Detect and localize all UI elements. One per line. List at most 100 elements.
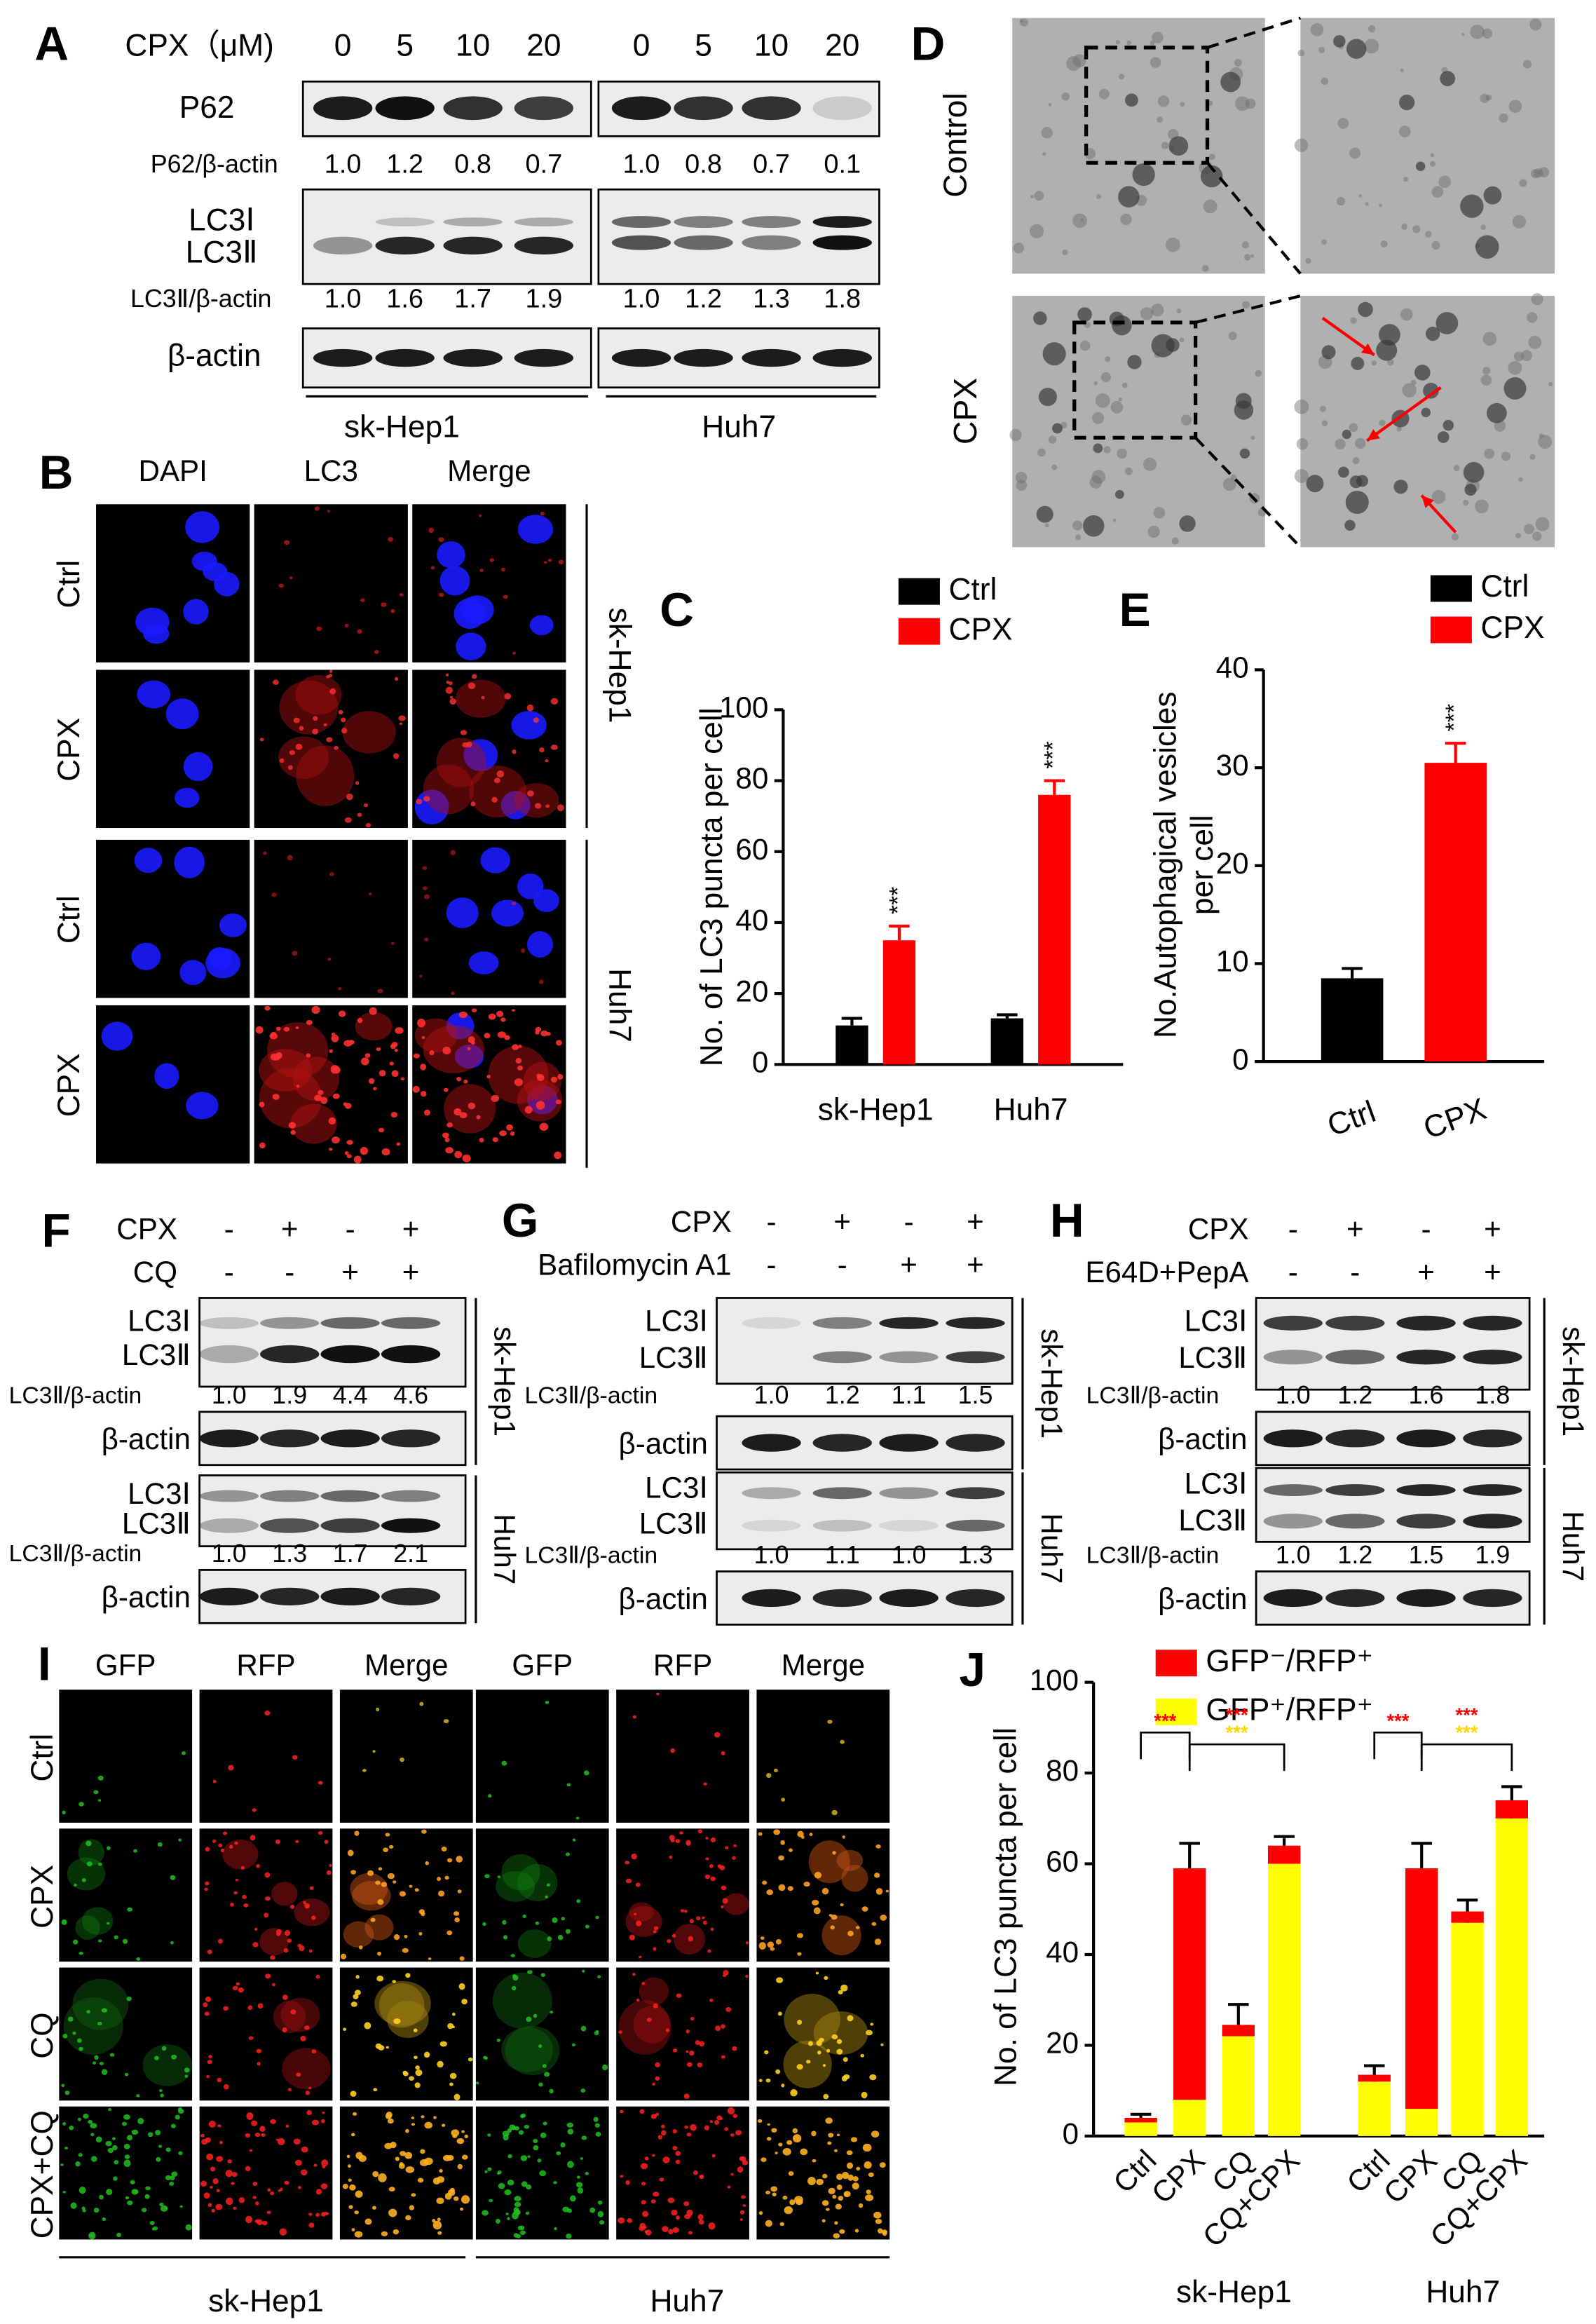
micrograph-spot: [504, 1035, 510, 1040]
micrograph-spot: [831, 2034, 838, 2039]
micrograph-spot: [131, 942, 161, 970]
micrograph-spot: [672, 2145, 678, 2151]
micrograph-spot: [262, 851, 267, 855]
micrograph-spot: [305, 2091, 311, 2095]
micrograph-spot: [97, 1939, 102, 1943]
micrograph-spot: [93, 2208, 100, 2213]
micrograph-spot: [341, 728, 348, 734]
micrograph-spot: [655, 2062, 661, 2067]
micrograph-spot: [405, 1973, 411, 1978]
micrograph-spot: [106, 1922, 110, 1925]
band: [199, 1587, 259, 1605]
label: 10: [456, 29, 490, 63]
em-texture: [1140, 307, 1154, 320]
micrograph-spot: [200, 2133, 205, 2138]
arrow-head: [1361, 343, 1375, 355]
micrograph-spot: [256, 1863, 260, 1868]
label: Huh7: [702, 409, 776, 444]
micrograph-spot: [300, 2035, 306, 2041]
micrograph-spot: [432, 2219, 436, 2223]
micrograph-spot: [492, 1137, 498, 1143]
band: [199, 1490, 259, 1502]
micrograph-spot: [773, 1768, 778, 1773]
micrograph-spot: [101, 1021, 133, 1051]
band: [381, 1317, 441, 1329]
micrograph-spot: [154, 2055, 159, 2060]
micrograph-spot: [255, 1026, 264, 1034]
micrograph-spot: [675, 2151, 681, 2156]
micrograph-spot: [511, 901, 517, 906]
micrograph-spot: [825, 2117, 833, 2124]
arrow-head: [1367, 428, 1380, 441]
micrograph-spot: [444, 1087, 449, 1092]
micrograph-spot: [812, 1899, 819, 1905]
micrograph-spot: [780, 1840, 785, 1845]
micrograph-spot: [242, 1894, 247, 1899]
micrograph-spot: [256, 2048, 262, 2053]
micrograph-spot: [544, 2072, 550, 2077]
micrograph-spot: [432, 2177, 441, 2185]
micrograph-spot: [212, 2178, 219, 2184]
micrograph-spot: [394, 1048, 398, 1052]
micrograph-spot: [157, 1842, 163, 1847]
micrograph-spot: [170, 1941, 174, 1945]
micrograph-spot: [491, 796, 498, 803]
micrograph-spot: [501, 1760, 507, 1766]
micrograph-spot: [828, 1914, 833, 1917]
label: 1.9: [272, 1381, 307, 1409]
micrograph-spot: [538, 2044, 543, 2048]
micrograph-spot: [247, 2005, 253, 2010]
em-texture: [1508, 100, 1522, 114]
micrograph-spot: [341, 717, 346, 723]
micrograph-spot: [69, 2125, 74, 2131]
micrograph-spot: [420, 1091, 427, 1097]
micrograph-spot: [313, 2163, 318, 2167]
label: -: [224, 1213, 234, 1246]
em-texture: [1463, 499, 1469, 506]
bar-segment: [1173, 1868, 1206, 2100]
micrograph-spot: [503, 594, 508, 599]
micrograph-spot: [632, 1972, 636, 1976]
micrograph-spot: [329, 872, 334, 876]
micrograph-spot: [377, 1951, 381, 1956]
micrograph-spot: [580, 2088, 586, 2093]
significance: ***: [1386, 1710, 1409, 1732]
label: -: [1288, 1256, 1298, 1289]
em-texture: [1429, 161, 1436, 167]
micrograph-spot: [400, 1757, 404, 1762]
micrograph-spot: [251, 2120, 258, 2126]
micrograph-spot: [293, 2138, 301, 2145]
micrograph-spot: [789, 1848, 793, 1852]
significance: ***: [1226, 1722, 1248, 1744]
micrograph-spot: [834, 2221, 838, 2225]
micrograph-spot: [518, 1045, 522, 1048]
micrograph-spot: [273, 679, 279, 685]
em-texture: [1020, 18, 1028, 27]
bar: [835, 1025, 868, 1065]
y-axis-title: No. of LC3 puncta per cell: [989, 1727, 1023, 2086]
micrograph-spot: [270, 2119, 276, 2124]
em-texture: [1208, 154, 1215, 161]
micrograph-spot: [208, 2120, 216, 2128]
em-texture: [1296, 438, 1309, 450]
micrograph-spot: [320, 2212, 326, 2217]
micrograph-spot: [553, 2181, 557, 2184]
micrograph-spot: [454, 1150, 463, 1159]
micrograph-spot: [252, 1942, 259, 1948]
micrograph: [616, 1690, 749, 1823]
micrograph-spot: [721, 1885, 727, 1891]
micrograph-spot: [329, 670, 333, 673]
micrograph-spot: [372, 2206, 376, 2210]
band: [1463, 1429, 1522, 1448]
micrograph-spot: [855, 1926, 860, 1929]
micrograph-spot: [311, 1915, 316, 1920]
micrograph-spot: [308, 2213, 313, 2216]
band: [742, 1519, 801, 1532]
micrograph-spot: [461, 2195, 470, 2204]
micrograph-spot: [343, 2027, 347, 2031]
label: 1.0: [1276, 1541, 1311, 1569]
em-texture: [1522, 60, 1532, 69]
micrograph-spot: [423, 894, 430, 899]
micrograph-spot: [223, 2006, 229, 2011]
micrograph-spot: [659, 2177, 664, 2182]
